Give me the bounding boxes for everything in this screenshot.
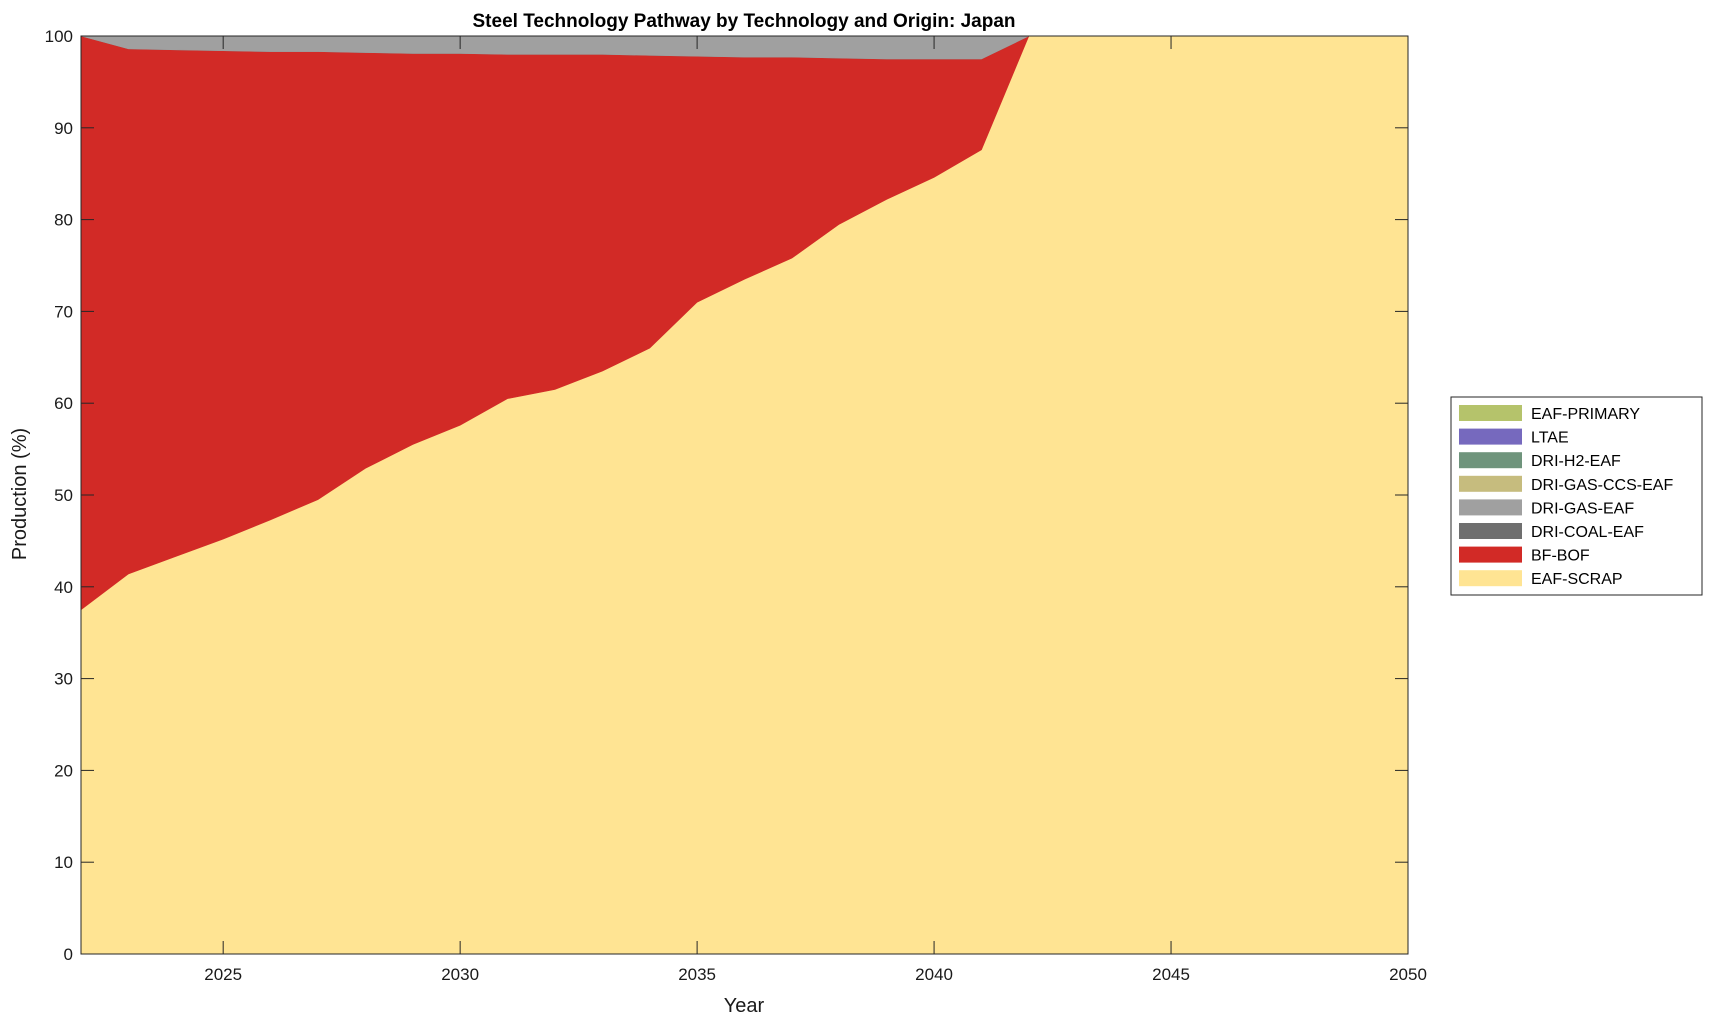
y-tick-label: 30	[54, 670, 73, 689]
y-tick-label: 10	[54, 853, 73, 872]
legend-swatch-dri-coal-eaf	[1459, 523, 1522, 539]
legend-swatch-dri-h2-eaf	[1459, 452, 1522, 469]
chart-title: Steel Technology Pathway by Technology a…	[473, 11, 1016, 32]
y-tick-label: 100	[45, 27, 73, 46]
legend-label-dri-coal-eaf: DRI-COAL-EAF	[1531, 524, 1644, 541]
x-tick-label: 2040	[915, 965, 953, 984]
y-tick-label: 70	[54, 302, 73, 321]
legend-label-eaf-scrap: EAF-SCRAP	[1531, 571, 1623, 588]
y-tick-label: 60	[54, 394, 73, 413]
y-axis-ticks: 0 10 20 30 40 50 60 70 80 90 100	[45, 27, 1408, 964]
y-tick-label: 40	[54, 578, 73, 597]
x-axis-label: Year	[724, 995, 765, 1017]
y-tick-label: 20	[54, 761, 73, 780]
legend-label-bf-bof: BF-BOF	[1531, 548, 1590, 565]
x-axis-ticks: 2025 2030 2035 2040 2045 2050	[204, 36, 1427, 984]
legend-swatch-bf-bof	[1459, 546, 1522, 563]
legend: EAF-PRIMARY LTAE DRI-H2-EAF DRI-GAS-CCS-EAF…	[1450, 396, 1703, 596]
y-tick-label: 80	[54, 211, 73, 230]
legend-label-dri-gas-ccs-eaf: DRI-GAS-CCS-EAF	[1531, 477, 1673, 494]
legend-label-dri-h2-eaf: DRI-H2-EAF	[1531, 453, 1621, 470]
x-tick-label: 2025	[204, 965, 242, 984]
legend-swatch-dri-gas-ccs-eaf	[1459, 475, 1522, 492]
area-layers	[80, 35, 1409, 955]
legend-label-eaf-primary: EAF-PRIMARY	[1531, 406, 1640, 423]
x-tick-label: 2045	[1152, 965, 1190, 984]
x-tick-label: 2030	[441, 965, 479, 984]
x-tick-label: 2035	[678, 965, 716, 984]
legend-swatch-eaf-primary	[1459, 405, 1522, 421]
legend-swatch-dri-gas-eaf	[1459, 499, 1522, 516]
legend-swatch-eaf-scrap	[1459, 570, 1522, 587]
y-axis-label: Production (%)	[9, 428, 31, 560]
legend-swatch-ltae	[1459, 428, 1522, 445]
legend-box	[1450, 396, 1703, 596]
y-tick-label: 0	[64, 945, 73, 964]
legend-label-dri-gas-eaf: DRI-GAS-EAF	[1531, 500, 1634, 517]
y-tick-label: 90	[54, 119, 73, 138]
y-tick-label: 50	[54, 486, 73, 505]
x-tick-label: 2050	[1389, 965, 1427, 984]
legend-label-ltae: LTAE	[1531, 430, 1569, 447]
